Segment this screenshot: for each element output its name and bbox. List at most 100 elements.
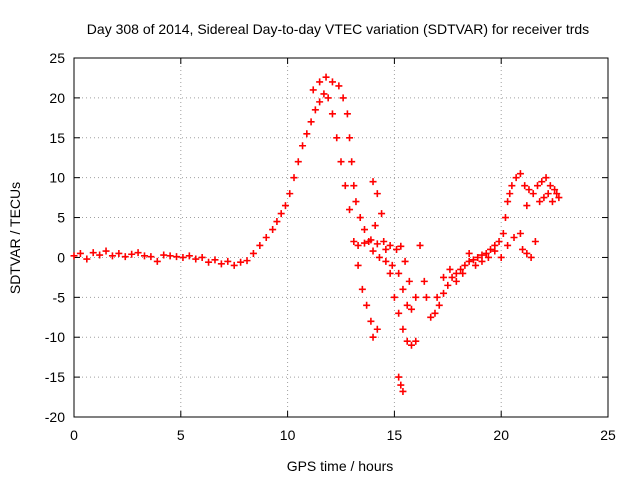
data-point (397, 242, 405, 250)
data-point (461, 261, 469, 269)
data-point (243, 257, 251, 265)
data-point (230, 261, 238, 269)
data-point (363, 301, 371, 309)
data-point (465, 249, 473, 257)
data-point (360, 226, 368, 234)
data-point (508, 182, 516, 190)
data-point (341, 182, 349, 190)
data-point (249, 249, 257, 257)
data-point (373, 325, 381, 333)
data-point (386, 269, 394, 277)
data-point (262, 234, 270, 241)
data-point (380, 237, 388, 245)
data-point (395, 309, 403, 317)
data-point (452, 277, 460, 285)
data-point (448, 273, 456, 281)
data-point (478, 257, 486, 265)
data-point (534, 182, 542, 190)
data-point (478, 251, 486, 259)
data-point (316, 98, 324, 106)
y-tick-label: 0 (57, 249, 65, 265)
data-point (382, 245, 390, 253)
data-point (350, 237, 358, 245)
data-point (506, 190, 514, 198)
data-point (179, 253, 187, 261)
data-point (108, 252, 116, 260)
data-point (192, 255, 200, 263)
data-point (237, 258, 245, 266)
data-point (309, 86, 317, 94)
y-tick-label: -15 (45, 369, 65, 385)
data-point (393, 245, 401, 253)
data-point (346, 134, 354, 142)
data-point (444, 281, 452, 289)
data-point (89, 249, 97, 257)
data-point (399, 387, 407, 395)
data-point (516, 170, 524, 178)
data-point (487, 245, 495, 253)
grid (74, 58, 608, 417)
data-point (412, 337, 420, 345)
data-point (373, 190, 381, 198)
data-point (382, 257, 390, 265)
data-point (96, 251, 104, 259)
y-tick-label: 10 (49, 170, 65, 186)
data-point (405, 277, 413, 285)
data-point (427, 313, 435, 321)
data-point (211, 256, 219, 264)
data-point (173, 253, 181, 261)
data-point (510, 234, 518, 241)
data-point (525, 186, 533, 194)
data-point (529, 190, 537, 198)
data-point (378, 210, 386, 218)
data-point (102, 247, 110, 255)
data-point (367, 236, 375, 244)
x-axis-label: GPS time / hours (287, 458, 394, 474)
x-tick-label: 5 (177, 427, 185, 443)
x-tick-label: 20 (493, 427, 509, 443)
data-point (407, 305, 415, 313)
data-point (371, 222, 379, 230)
data-point (457, 265, 465, 273)
data-point (303, 130, 311, 138)
data-marks (70, 73, 563, 395)
data-point (205, 258, 213, 266)
y-tick-label: 15 (49, 130, 65, 146)
data-point (140, 252, 148, 260)
data-point (70, 252, 78, 260)
data-point (523, 202, 531, 210)
data-point (433, 293, 441, 301)
data-point (147, 253, 155, 261)
data-point (375, 253, 383, 261)
data-point (290, 174, 298, 182)
data-point (166, 252, 174, 260)
data-point (519, 245, 527, 253)
data-point (521, 182, 529, 190)
data-point (401, 257, 409, 265)
data-point (333, 134, 341, 142)
y-tick-label: -10 (45, 329, 65, 345)
data-point (440, 289, 448, 297)
data-point (555, 194, 563, 202)
data-point (277, 210, 285, 218)
data-point (269, 226, 277, 234)
data-point (501, 214, 509, 222)
data-point (482, 249, 490, 257)
data-point (553, 190, 561, 198)
data-point (484, 253, 492, 261)
data-point (311, 106, 319, 114)
data-point (497, 253, 505, 261)
data-point (335, 82, 343, 90)
data-point (491, 247, 499, 255)
data-point (346, 206, 354, 214)
data-point (544, 190, 552, 198)
data-point (431, 309, 439, 317)
data-point (360, 239, 368, 247)
data-point (153, 257, 161, 265)
data-point (128, 250, 136, 258)
series-recovery (416, 170, 563, 321)
data-point (395, 269, 403, 277)
data-point (465, 257, 473, 265)
data-point (373, 240, 381, 248)
